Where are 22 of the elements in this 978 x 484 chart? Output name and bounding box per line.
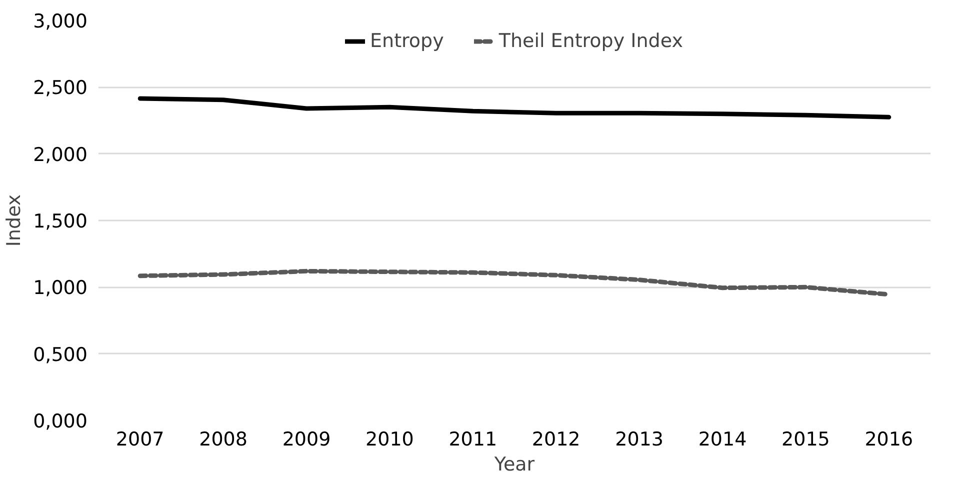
x-tick-label: 2011 (448, 428, 498, 450)
x-tick-label: 2013 (615, 428, 664, 450)
x-tick-label: 2008 (199, 428, 248, 450)
x-tick-label: 2010 (366, 428, 414, 450)
x-tick-label: 2007 (116, 428, 164, 450)
y-tick-label: 1,000 (33, 277, 88, 300)
legend-label: Entropy (370, 30, 444, 52)
x-tick-label: 2015 (782, 428, 830, 450)
y-tick-label: 0,000 (33, 410, 88, 432)
y-axis-title: Index (3, 194, 26, 247)
y-tick-label: 1,500 (33, 210, 88, 232)
x-tick-label: 2009 (282, 428, 331, 450)
x-tick-label: 2014 (698, 428, 747, 450)
x-tick-label: 2016 (864, 428, 914, 450)
x-axis-title: Year (493, 454, 535, 476)
y-tick-label: 3,000 (33, 10, 88, 32)
y-tick-label: 2,500 (33, 77, 88, 100)
x-tick-label: 2012 (532, 428, 580, 450)
line-series (138, 96, 892, 120)
y-tick-label: 0,500 (33, 344, 88, 366)
y-tick-label: 2,000 (33, 144, 88, 166)
legend-label: Theil Entropy Index (498, 30, 683, 52)
